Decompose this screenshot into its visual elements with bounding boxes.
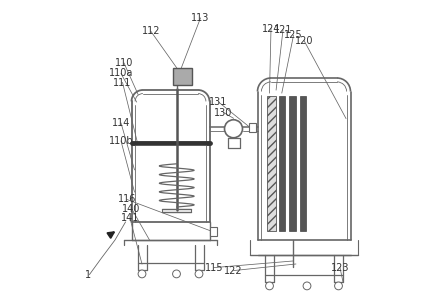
- Bar: [299, 96, 306, 231]
- Text: 122: 122: [224, 266, 243, 276]
- Bar: [289, 96, 295, 231]
- FancyBboxPatch shape: [173, 68, 192, 85]
- Text: 116: 116: [118, 194, 136, 205]
- Bar: [267, 96, 276, 231]
- Text: 123: 123: [331, 262, 349, 273]
- Text: 111: 111: [113, 77, 132, 88]
- Text: 131: 131: [209, 97, 228, 107]
- Circle shape: [138, 270, 146, 278]
- Text: 112: 112: [142, 26, 160, 37]
- Text: 124: 124: [262, 23, 280, 34]
- Text: 130: 130: [214, 107, 233, 118]
- Text: 125: 125: [284, 30, 303, 40]
- Text: 113: 113: [191, 13, 210, 23]
- Bar: [210, 226, 217, 236]
- Bar: [279, 96, 285, 231]
- Text: 120: 120: [295, 35, 313, 46]
- Text: 110a: 110a: [109, 68, 133, 79]
- Text: 121: 121: [274, 25, 292, 35]
- Text: 110b: 110b: [109, 136, 133, 146]
- Text: 141: 141: [121, 213, 139, 224]
- Text: 115: 115: [205, 262, 223, 273]
- Circle shape: [266, 282, 273, 290]
- Circle shape: [334, 282, 342, 290]
- Text: 140: 140: [122, 203, 141, 214]
- Circle shape: [303, 282, 311, 290]
- Circle shape: [173, 270, 180, 278]
- Text: 110: 110: [115, 58, 133, 68]
- Circle shape: [195, 270, 203, 278]
- Text: 1: 1: [85, 269, 91, 280]
- Text: 114: 114: [112, 118, 130, 128]
- Bar: [249, 123, 256, 132]
- Circle shape: [225, 120, 242, 138]
